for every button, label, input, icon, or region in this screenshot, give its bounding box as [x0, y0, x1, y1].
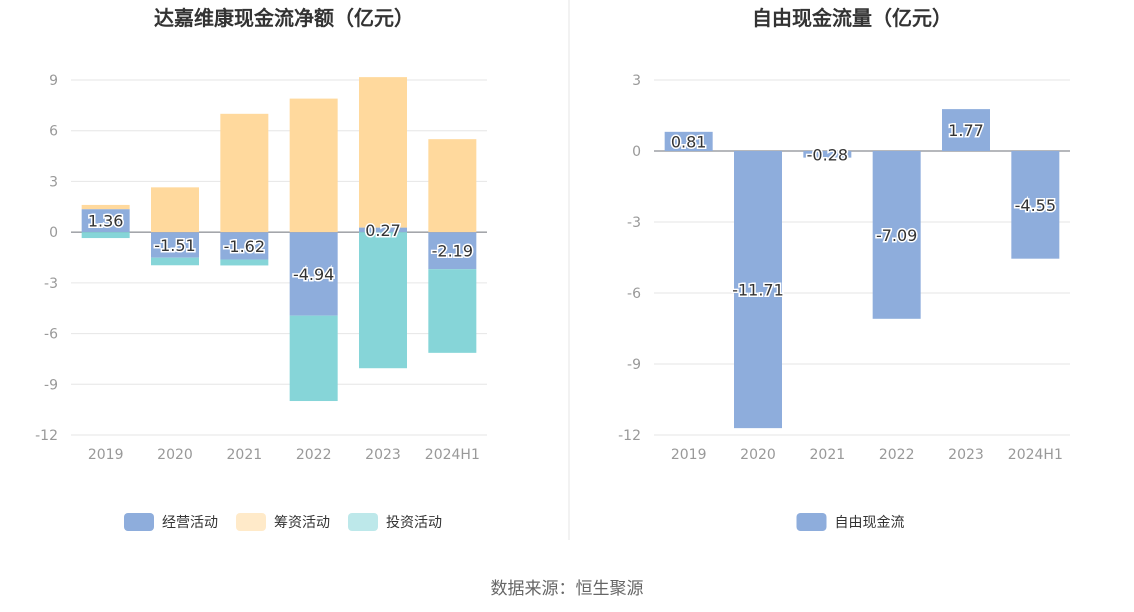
cash-flow-chart: 达嘉维康现金流净额（亿元） 9 6 3 0 -3 -6 -9 -12 2019 2020 2021 20… — [35, 6, 487, 531]
bar-投资活动 — [151, 257, 199, 266]
x-tick-label: 2024H1 — [1008, 447, 1063, 463]
bar-筹资活动 — [428, 139, 477, 233]
bar-经营活动 — [151, 232, 199, 258]
legend-swatch — [348, 513, 378, 531]
data-label: -1.62 — [224, 237, 265, 256]
x-tick-label: 2022 — [879, 447, 915, 463]
x-tick-label: 2019 — [671, 447, 707, 463]
data-label: -11.71 — [732, 281, 784, 300]
y-tick-label: -9 — [627, 357, 641, 373]
data-label: 1.77 — [948, 121, 984, 140]
data-label: 0.27 — [365, 221, 401, 240]
bar-经营活动 — [428, 232, 477, 270]
source-note: 数据来源：恒生聚源 — [490, 579, 644, 599]
bar-投资活动 — [81, 232, 130, 239]
x-tick-label: 2023 — [365, 447, 401, 463]
x-tick-label: 2020 — [157, 447, 193, 463]
data-label: 0.81 — [671, 132, 707, 151]
bar-自由现金流 — [872, 151, 921, 319]
y-tick-label: 0 — [49, 225, 58, 241]
bar-投资活动 — [289, 315, 338, 402]
x-tick-label: 2024H1 — [425, 447, 480, 463]
bar-自由现金流 — [1011, 151, 1060, 259]
y-tick-label: 9 — [49, 73, 58, 89]
bar-筹资活动 — [151, 187, 199, 233]
bar-自由现金流 — [803, 151, 852, 158]
data-label: -4.55 — [1015, 196, 1056, 215]
legend-swatch — [236, 513, 266, 531]
legend-label: 自由现金流 — [835, 515, 905, 531]
y-tick-label: -12 — [618, 428, 641, 444]
bar-自由现金流 — [942, 109, 990, 151]
legend-swatch — [124, 513, 154, 531]
bar-经营活动 — [81, 209, 130, 233]
x-tick-label: 2021 — [810, 447, 846, 463]
legend-label: 经营活动 — [162, 515, 218, 531]
chart-title: 自由现金流量（亿元） — [752, 6, 952, 30]
y-tick-label: -9 — [44, 377, 58, 393]
bar-自由现金流 — [664, 131, 713, 151]
bar-自由现金流 — [734, 151, 782, 429]
y-tick-label: -6 — [627, 286, 641, 302]
y-tick-label: 0 — [632, 144, 641, 160]
bar-筹资活动 — [220, 113, 269, 233]
y-tick-label: -3 — [44, 276, 58, 292]
bar-投资活动 — [220, 259, 269, 266]
data-label: -2.19 — [432, 242, 473, 261]
data-label: -7.09 — [876, 226, 917, 245]
bar-投资活动 — [428, 269, 477, 353]
x-tick-label: 2023 — [948, 447, 984, 463]
bar-经营活动 — [359, 227, 407, 233]
y-tick-label: 3 — [632, 73, 641, 89]
bar-筹资活动 — [81, 204, 130, 210]
y-tick-label: -6 — [44, 327, 58, 343]
data-label: 1.36 — [88, 212, 124, 231]
bar-投资活动 — [359, 232, 407, 369]
x-tick-label: 2021 — [227, 447, 263, 463]
x-tick-label: 2022 — [296, 447, 332, 463]
bar-筹资活动 — [359, 77, 407, 228]
data-label: -1.51 — [154, 236, 195, 255]
y-tick-label: 3 — [49, 174, 58, 190]
bar-经营活动 — [289, 232, 338, 316]
legend-label: 投资活动 — [386, 515, 442, 531]
legend-label: 筹资活动 — [274, 514, 330, 531]
bar-筹资活动 — [289, 98, 338, 233]
chart-title: 达嘉维康现金流净额（亿元） — [154, 6, 414, 30]
x-tick-label: 2019 — [88, 447, 124, 463]
x-tick-label: 2020 — [740, 447, 776, 463]
y-tick-label: 6 — [49, 124, 58, 140]
data-label: -0.28 — [807, 145, 848, 164]
free-cash-flow-chart: 自由现金流量（亿元） 3 0 -3 -6 -9 -12 2019 2020 2021 2022 202… — [618, 6, 1070, 531]
y-tick-label: -12 — [35, 428, 58, 444]
legend-swatch — [796, 513, 827, 531]
y-tick-label: -3 — [627, 215, 641, 231]
bar-经营活动 — [220, 232, 269, 260]
data-label: -4.94 — [293, 265, 334, 284]
